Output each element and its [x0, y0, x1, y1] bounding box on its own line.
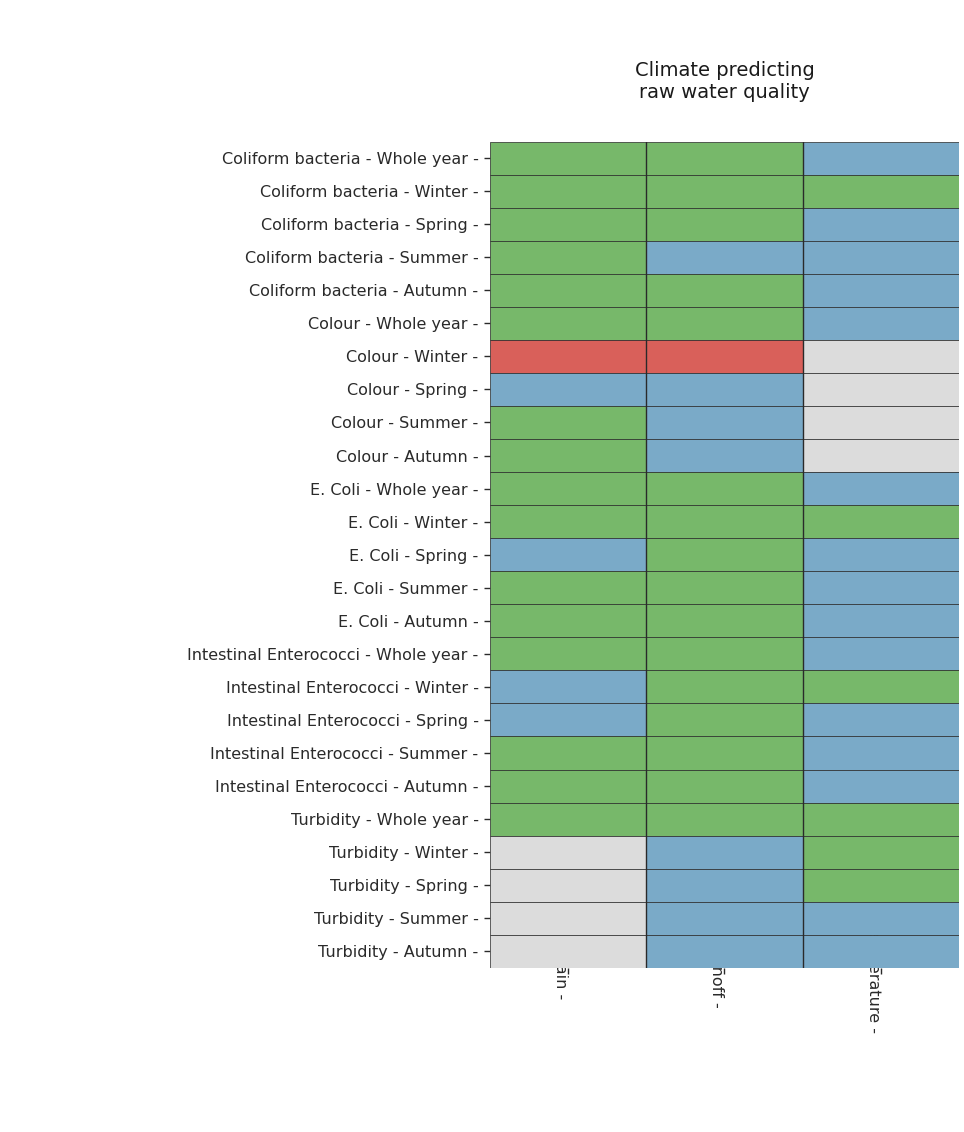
Bar: [803, 868, 959, 902]
Bar: [490, 538, 646, 572]
Bar: [646, 770, 803, 803]
Bar: [490, 703, 646, 737]
Bar: [803, 241, 959, 274]
Bar: [646, 868, 803, 902]
Bar: [646, 737, 803, 770]
Bar: [646, 439, 803, 472]
Bar: [646, 902, 803, 935]
Bar: [646, 604, 803, 637]
Bar: [490, 241, 646, 274]
Bar: [646, 505, 803, 538]
Bar: [646, 241, 803, 274]
Bar: [803, 902, 959, 935]
Bar: [803, 737, 959, 770]
Bar: [646, 274, 803, 307]
Bar: [803, 174, 959, 207]
Bar: [490, 670, 646, 703]
Bar: [490, 372, 646, 406]
Bar: [490, 340, 646, 372]
Bar: [646, 803, 803, 835]
Bar: [803, 770, 959, 803]
Bar: [490, 868, 646, 902]
Bar: [646, 406, 803, 439]
Bar: [803, 406, 959, 439]
Bar: [646, 307, 803, 340]
Bar: [490, 835, 646, 868]
Bar: [646, 935, 803, 968]
Bar: [646, 174, 803, 207]
Bar: [803, 142, 959, 174]
Bar: [646, 703, 803, 737]
Bar: [803, 670, 959, 703]
Bar: [646, 372, 803, 406]
Bar: [490, 174, 646, 207]
Bar: [803, 572, 959, 604]
Bar: [490, 472, 646, 505]
Bar: [803, 505, 959, 538]
Bar: [803, 472, 959, 505]
Bar: [490, 637, 646, 670]
Bar: [490, 207, 646, 241]
Bar: [803, 703, 959, 737]
Bar: [646, 142, 803, 174]
Bar: [490, 604, 646, 637]
Bar: [490, 572, 646, 604]
Bar: [803, 637, 959, 670]
Bar: [803, 538, 959, 572]
Bar: [803, 439, 959, 472]
Bar: [646, 670, 803, 703]
Bar: [646, 637, 803, 670]
Bar: [490, 935, 646, 968]
Bar: [490, 505, 646, 538]
Bar: [803, 604, 959, 637]
Bar: [646, 207, 803, 241]
Bar: [803, 372, 959, 406]
Bar: [646, 835, 803, 868]
Bar: [490, 406, 646, 439]
Bar: [490, 803, 646, 835]
Text: Climate predicting
raw water quality: Climate predicting raw water quality: [634, 61, 815, 102]
Bar: [646, 340, 803, 372]
Bar: [646, 572, 803, 604]
Bar: [803, 803, 959, 835]
Bar: [803, 307, 959, 340]
Bar: [803, 207, 959, 241]
Bar: [803, 835, 959, 868]
Bar: [490, 439, 646, 472]
Bar: [490, 737, 646, 770]
Bar: [803, 935, 959, 968]
Bar: [490, 307, 646, 340]
Bar: [490, 274, 646, 307]
Bar: [646, 472, 803, 505]
Bar: [490, 142, 646, 174]
Bar: [803, 274, 959, 307]
Bar: [490, 770, 646, 803]
Bar: [490, 902, 646, 935]
Bar: [803, 340, 959, 372]
Bar: [646, 538, 803, 572]
